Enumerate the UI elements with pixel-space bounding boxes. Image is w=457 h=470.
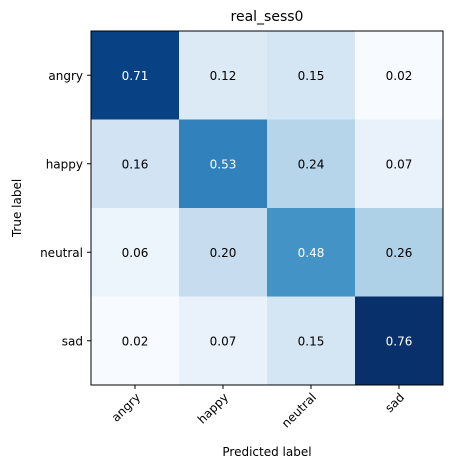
heatmap-cell [91, 31, 180, 120]
heatmap-cell [91, 119, 180, 209]
heatmap-cell [267, 119, 356, 209]
cell-value-label: 0.26 [386, 246, 413, 260]
x-tick-label: angry [109, 390, 143, 424]
heatmap-cell [355, 296, 444, 386]
cell-value-label: 0.12 [210, 69, 237, 83]
cell-value-label: 0.20 [210, 246, 237, 260]
heatmap-cells [91, 31, 444, 386]
y-axis-ticks: angry happy neutral sad [40, 69, 91, 348]
cell-value-label: 0.02 [122, 334, 149, 348]
cell-value-label: 0.06 [122, 246, 149, 260]
heatmap-cell-labels: 0.71 0.12 0.15 0.02 0.16 0.53 0.24 0.07 0.06 0.20… [122, 69, 413, 349]
heatmap-cell [267, 208, 356, 297]
cell-value-label: 0.02 [386, 69, 413, 83]
cell-value-label: 0.07 [210, 334, 237, 348]
x-tick-label: neutral [279, 390, 319, 430]
heatmap-cell [91, 208, 180, 297]
y-axis-label: True label [10, 179, 24, 238]
y-tick-label: angry [48, 69, 83, 83]
heatmap-cell [91, 296, 180, 386]
heatmap-cell [179, 208, 268, 297]
y-tick-label: happy [46, 157, 83, 171]
cell-value-label: 0.24 [298, 157, 325, 171]
heatmap-cell [355, 119, 444, 209]
heatmap-cell [179, 31, 268, 120]
heatmap-cell [179, 296, 268, 386]
heatmap-cell [179, 119, 268, 209]
heatmap-cell [355, 31, 444, 120]
cell-value-label: 0.15 [298, 334, 325, 348]
x-axis-ticks: angry happy neutral sad [109, 385, 407, 430]
y-tick-label: neutral [40, 246, 83, 260]
cell-value-label: 0.53 [210, 157, 237, 171]
chart-title: real_sess0 [231, 9, 304, 25]
heatmap-cell [267, 31, 356, 120]
heatmap-cell [355, 208, 444, 297]
cell-value-label: 0.76 [386, 334, 413, 348]
plot-frame [90, 30, 444, 386]
cell-value-label: 0.15 [298, 69, 325, 83]
cell-value-label: 0.71 [122, 69, 149, 83]
cell-value-label: 0.48 [298, 246, 325, 260]
y-tick-label: sad [62, 334, 83, 348]
cell-value-label: 0.16 [122, 157, 149, 171]
cell-value-label: 0.07 [386, 157, 413, 171]
x-axis-label: Predicted label [222, 445, 311, 459]
x-tick-label: sad [382, 390, 407, 415]
x-tick-label: happy [195, 390, 231, 426]
heatmap-cell [267, 296, 356, 386]
